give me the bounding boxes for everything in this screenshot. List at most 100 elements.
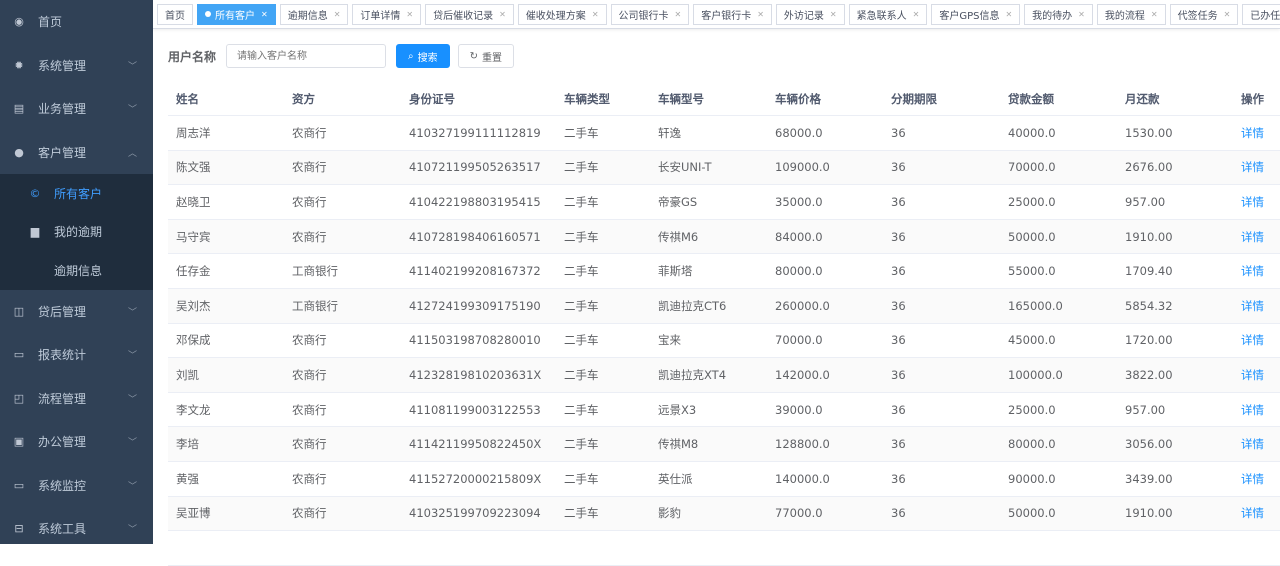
cell-分期期限: 36 (891, 333, 906, 348)
cell-贷款金额: 45000.0 (1008, 333, 1056, 348)
cell-月还款: 2676.00 (1125, 160, 1173, 175)
close-icon[interactable]: ✕ (333, 9, 341, 19)
detail-link[interactable]: 详情 (1241, 194, 1264, 209)
column-header: 月还款 (1125, 91, 1160, 106)
cell-车辆型号: 英仕派 (658, 471, 693, 486)
sidebar-item-sidebar-items-3[interactable]: ● 客户管理 ︿ (0, 131, 153, 175)
cell-姓名: 刘凯 (176, 367, 199, 382)
sidebar-item-sidebar-submenu-2[interactable]: 逾期信息 (0, 251, 153, 290)
table-row: 吴亚博 农商行 410325199709223094 二手车 影豹 77000.0 36 50… (168, 496, 1280, 532)
tab-label: 逾期信息 (287, 10, 328, 22)
close-icon[interactable]: ✕ (1150, 9, 1158, 19)
detail-link[interactable]: 详情 (1241, 264, 1264, 279)
search-button[interactable]: ⌕ 搜索 (396, 44, 450, 68)
detail-link[interactable]: 详情 (1241, 125, 1264, 140)
cell-贷款金额: 50000.0 (1008, 506, 1056, 521)
sidebar-item-sidebar-items_after-1[interactable]: ▭ 报表统计 ﹀ (0, 333, 153, 377)
dashboard-icon: ◉ (14, 15, 24, 29)
chevron-up-icon: ︿ (127, 148, 137, 159)
cell-车辆型号: 长安UNI-T (658, 160, 712, 175)
cell-贷款金额: 70000.0 (1008, 160, 1056, 175)
sidebar-item-sidebar-items-0[interactable]: ◉ 首页 (0, 0, 153, 44)
sidebar-item-sidebar-items_after-0[interactable]: ◫ 贷后管理 ﹀ (0, 290, 153, 334)
tab-9[interactable]: 紧急联系人 ✕ (848, 3, 928, 25)
cell-身份证号: 411402199208167372 (409, 264, 541, 279)
tab-11[interactable]: 我的待办 ✕ (1024, 3, 1093, 25)
tab-7[interactable]: 客户银行卡 ✕ (693, 3, 772, 25)
sidebar-item-sidebar-items_after-4[interactable]: ▭ 系统监控 ﹀ (0, 464, 153, 508)
table-row: 刘凯 农商行 41232819810203631X 二手车 凯迪拉克XT4 142000.… (168, 358, 1280, 393)
detail-link[interactable]: 详情 (1241, 333, 1264, 348)
customer-table: 姓名 资方 身份证号 车辆类型 车辆型号 车辆价格 分期期限 贷款金额 月还款 操作 周志洋 农商行 4… (168, 82, 1280, 566)
cell-车辆价格: 142000.0 (775, 367, 830, 382)
tab-12[interactable]: 我的流程 ✕ (1096, 3, 1166, 25)
cell-资方: 工商银行 (292, 264, 338, 279)
column-header: 贷款金额 (1008, 91, 1054, 106)
detail-link[interactable]: 详情 (1241, 229, 1264, 244)
close-icon[interactable]: ✕ (1223, 9, 1231, 19)
cell-车辆类型: 二手车 (564, 125, 599, 140)
reset-button[interactable]: ↻ 重置 (457, 44, 515, 68)
close-icon[interactable]: ✕ (1005, 9, 1013, 19)
detail-link[interactable]: 详情 (1241, 471, 1264, 486)
close-icon[interactable]: ✕ (757, 9, 764, 19)
close-icon[interactable]: ✕ (499, 9, 506, 19)
sidebar-item-label: 系统工具 (38, 522, 87, 537)
close-icon[interactable]: ✕ (674, 9, 682, 19)
tab-6[interactable]: 公司银行卡 ✕ (610, 3, 690, 25)
tab-0[interactable]: 首页 (157, 3, 193, 25)
tab-1[interactable]: 所有客户 ✕ (197, 3, 276, 25)
table-row: 周志洋 农商行 410327199111112819 二手车 轩逸 68000.0 36 40… (168, 116, 1280, 151)
sidebar-item-label: 流程管理 (38, 391, 87, 406)
close-icon[interactable]: ✕ (1078, 9, 1085, 19)
cell-贷款金额: 80000.0 (1008, 437, 1056, 452)
sidebar-item-label: 贷后管理 (38, 304, 87, 319)
chevron-down-icon: ﹀ (127, 105, 137, 116)
close-icon[interactable]: ✕ (406, 9, 414, 19)
user-icon: ● (14, 145, 24, 159)
username-input[interactable] (226, 44, 387, 68)
sidebar-item-sidebar-items-2[interactable]: ▤ 业务管理 ﹀ (0, 87, 153, 131)
cell-资方: 农商行 (292, 506, 327, 521)
tab-2[interactable]: 逾期信息 ✕ (279, 3, 349, 25)
cell-车辆价格: 80000.0 (775, 264, 823, 279)
detail-link[interactable]: 详情 (1241, 437, 1264, 452)
tab-label: 首页 (165, 10, 185, 22)
tab-4[interactable]: 贷后催收记录 ✕ (425, 3, 514, 25)
cell-月还款: 3439.00 (1125, 471, 1173, 486)
close-icon[interactable]: ✕ (912, 9, 920, 19)
close-icon[interactable]: ✕ (261, 9, 268, 19)
tab-13[interactable]: 代签任务 ✕ (1169, 3, 1239, 25)
cell-贷款金额: 90000.0 (1008, 471, 1056, 486)
close-icon[interactable]: ✕ (591, 9, 599, 19)
sidebar-item-sidebar-submenu-1[interactable]: ▆ 我的逾期 (0, 213, 153, 252)
cell-资方: 农商行 (292, 437, 327, 452)
detail-link[interactable]: 详情 (1241, 298, 1264, 313)
detail-link[interactable]: 详情 (1241, 506, 1264, 521)
tab-label: 贷后催收记录 (433, 10, 494, 22)
tab-10[interactable]: 客户GPS信息 ✕ (931, 3, 1021, 25)
tab-label: 催收处理方案 (525, 10, 586, 22)
detail-link[interactable]: 详情 (1241, 402, 1264, 417)
cell-资方: 农商行 (292, 194, 327, 209)
sidebar-item-label: 首页 (38, 15, 63, 30)
cell-姓名: 吴刘杰 (176, 298, 211, 313)
detail-link[interactable]: 详情 (1241, 160, 1264, 175)
cell-身份证号: 410721199505263517 (409, 160, 541, 175)
detail-link[interactable]: 详情 (1241, 367, 1264, 382)
table-row-partial (168, 531, 1280, 566)
sidebar-item-sidebar-submenu-0[interactable]: © 所有客户 (0, 174, 153, 213)
sidebar-item-sidebar-items-1[interactable]: ✹ 系统管理 ﹀ (0, 44, 153, 88)
form-icon: ◰ (13, 391, 25, 405)
cell-车辆型号: 宝来 (658, 333, 681, 348)
column-header: 分期期限 (891, 91, 937, 106)
tab-14[interactable]: 已办任务✕ (1242, 3, 1280, 25)
sidebar-item-sidebar-items_after-3[interactable]: ▣ 办公管理 ﹀ (0, 420, 153, 464)
tab-8[interactable]: 外访记录 ✕ (775, 3, 845, 25)
sidebar-item-sidebar-items_after-5[interactable]: ⊟ 系统工具 ﹀ (0, 507, 153, 551)
tab-5[interactable]: 催收处理方案 ✕ (517, 3, 607, 25)
close-icon[interactable]: ✕ (829, 9, 837, 19)
sidebar-item-sidebar-items_after-2[interactable]: ◰ 流程管理 ﹀ (0, 377, 153, 421)
tab-3[interactable]: 订单详情 ✕ (352, 3, 422, 25)
cell-车辆型号: 传祺M8 (658, 437, 699, 452)
